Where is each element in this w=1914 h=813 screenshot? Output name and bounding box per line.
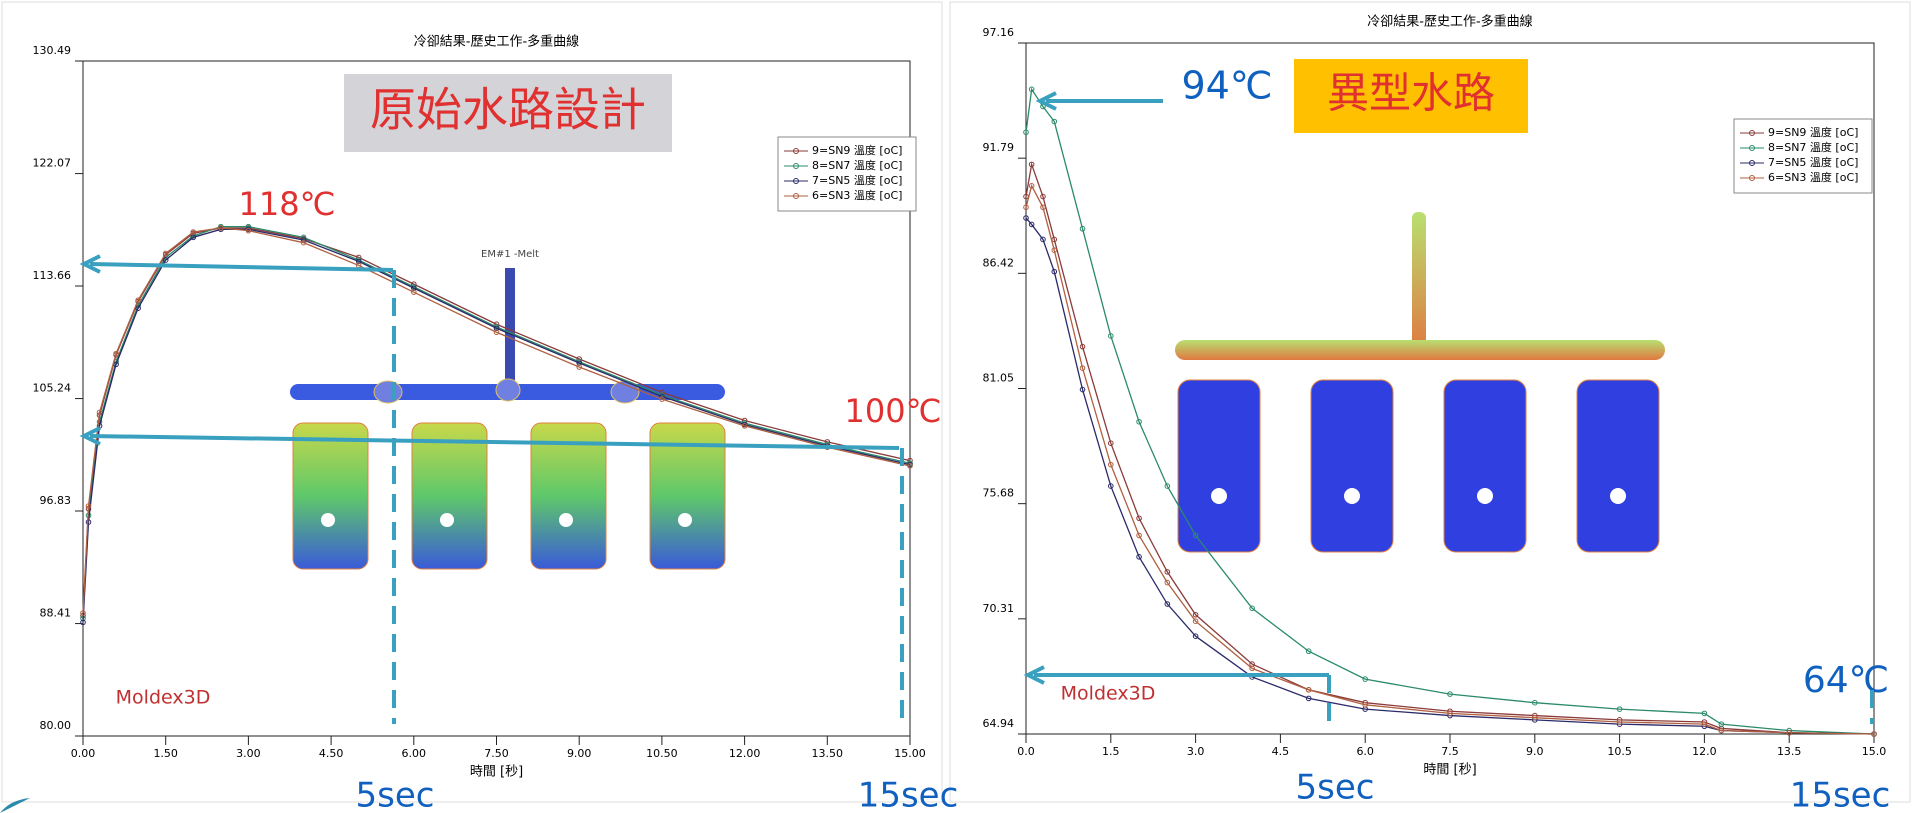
- x-tick-label: 0.0: [1017, 745, 1035, 758]
- x-tick-label: 7.50: [484, 747, 509, 760]
- y-tick-label: 97.16: [983, 26, 1015, 39]
- legend-label: 6=SN3 溫度 [oC]: [812, 188, 902, 202]
- annotation: 100℃: [844, 392, 941, 430]
- y-tick-label: 70.31: [983, 602, 1015, 615]
- x-tick-label: 15.0: [1862, 745, 1887, 758]
- annotation: 64℃: [1803, 660, 1889, 701]
- y-tick-label: 86.42: [983, 256, 1015, 269]
- x-tick-label: 9.00: [567, 747, 592, 760]
- x-tick-label: 13.5: [1777, 745, 1802, 758]
- x-axis-label: 時間 [秒]: [1423, 763, 1476, 778]
- y-tick-label: 64.94: [983, 717, 1015, 730]
- legend-label: 9=SN9 溫度 [oC]: [812, 143, 902, 157]
- y-tick-label: 122.07: [33, 157, 72, 170]
- y-tick-label: 88.41: [40, 607, 72, 620]
- x-tick-label: 1.50: [153, 747, 178, 760]
- y-tick-label: 81.05: [983, 372, 1015, 385]
- x-tick-label: 6.0: [1356, 745, 1374, 758]
- x-tick-label: 12.0: [1692, 745, 1717, 758]
- annotation: 94℃: [1181, 64, 1272, 108]
- annotation: 15sec: [1790, 776, 1891, 813]
- x-tick-label: 3.0: [1187, 745, 1205, 758]
- annotation: Moldex3D: [116, 687, 211, 709]
- x-tick-label: 10.50: [646, 747, 678, 760]
- x-tick-label: 9.0: [1526, 745, 1544, 758]
- x-tick-label: 12.00: [729, 747, 761, 760]
- annotation: 15sec: [858, 776, 959, 813]
- x-tick-label: 0.00: [71, 747, 96, 760]
- y-tick-label: 96.83: [40, 494, 72, 507]
- annotation: 5sec: [1296, 768, 1375, 808]
- page: 冷卻結果-歷史工作-多重曲線時間 [秒]80.0088.4196.83105.2…: [0, 0, 1914, 813]
- x-tick-label: 6.00: [402, 747, 427, 760]
- x-tick-label: 7.5: [1441, 745, 1459, 758]
- legend-label: 8=SN7 溫度 [oC]: [812, 158, 902, 172]
- chart-title: 冷卻結果-歷史工作-多重曲線: [1367, 14, 1532, 30]
- annotation: 異型水路: [1327, 69, 1495, 118]
- annotation: EM#1 -Melt: [481, 249, 539, 260]
- y-tick-label: 130.49: [33, 44, 72, 57]
- chart-title: 冷卻結果-歷史工作-多重曲線: [414, 34, 579, 50]
- legend-label: 8=SN7 溫度 [oC]: [1768, 140, 1858, 154]
- y-tick-label: 113.66: [33, 269, 72, 282]
- y-tick-label: 80.00: [40, 719, 72, 732]
- screenshot: 冷卻結果-歷史工作-多重曲線時間 [秒]80.0088.4196.83105.2…: [0, 0, 1914, 813]
- legend-label: 7=SN5 溫度 [oC]: [812, 173, 902, 187]
- x-tick-label: 4.50: [319, 747, 344, 760]
- annotation: 原始水路設計: [370, 83, 646, 137]
- x-axis-label: 時間 [秒]: [470, 765, 523, 780]
- x-tick-label: 15.00: [894, 747, 926, 760]
- x-tick-label: 10.5: [1607, 745, 1632, 758]
- annotation: 5sec: [356, 776, 435, 813]
- annotation: Moldex3D: [1061, 683, 1156, 705]
- annotation: 118℃: [238, 185, 335, 223]
- x-tick-label: 3.00: [236, 747, 261, 760]
- y-tick-label: 105.24: [33, 382, 72, 395]
- y-tick-label: 91.79: [983, 141, 1015, 154]
- x-tick-label: 1.5: [1102, 745, 1120, 758]
- x-tick-label: 13.50: [812, 747, 844, 760]
- legend-label: 7=SN5 溫度 [oC]: [1768, 155, 1858, 169]
- y-tick-label: 75.68: [983, 487, 1015, 500]
- x-tick-label: 4.5: [1272, 745, 1290, 758]
- legend-label: 9=SN9 溫度 [oC]: [1768, 125, 1858, 139]
- legend-label: 6=SN3 溫度 [oC]: [1768, 170, 1858, 184]
